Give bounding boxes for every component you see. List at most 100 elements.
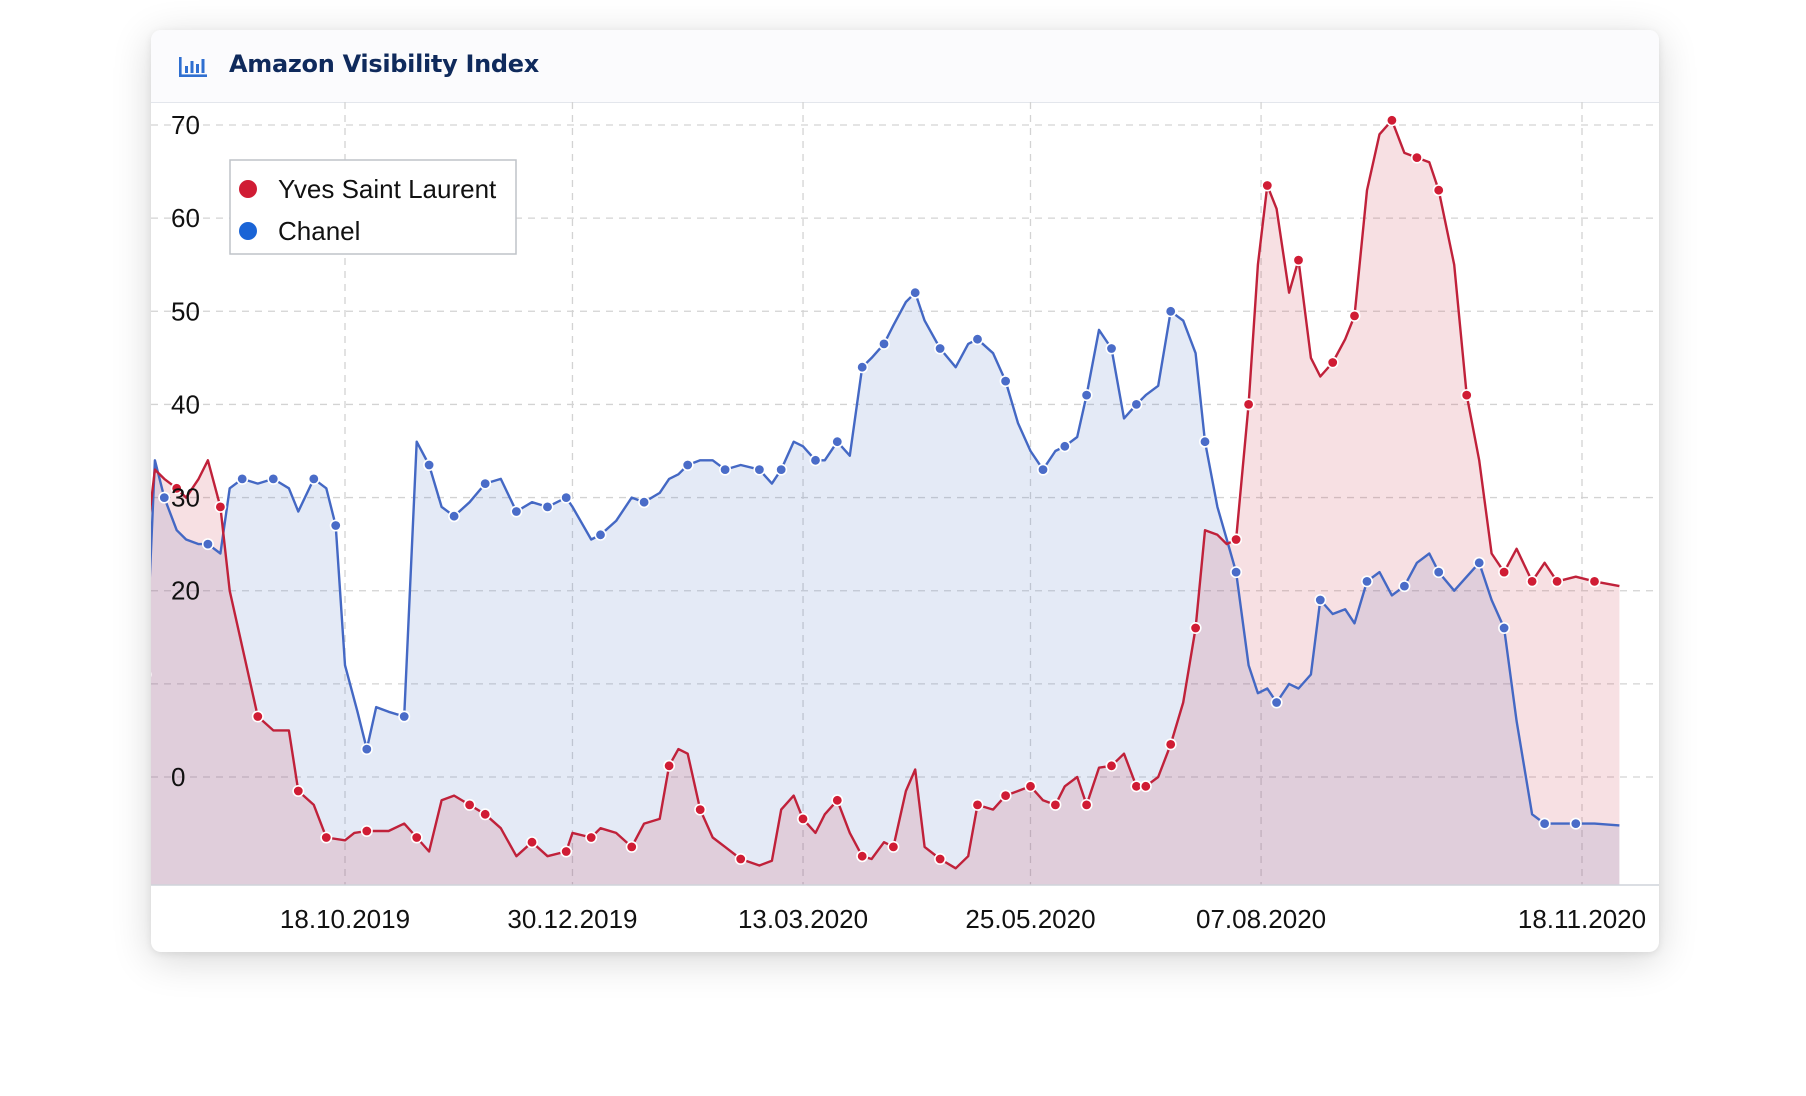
legend-dot-ysl [239,180,257,198]
series-point-ysl [734,852,747,865]
legend-label-chanel: Chanel [278,216,360,246]
series-point-ysl [831,794,844,807]
series-point-chanel [236,472,249,485]
x-tick-label: 07.08.2020 [1196,904,1326,934]
series-point-ysl [1024,780,1037,793]
series-point-ysl [1230,533,1243,546]
series-point-ysl [1551,575,1564,588]
x-tick-label: 25.05.2020 [965,904,1095,934]
series-point-chanel [1230,566,1243,579]
y-axis: 0 20 30 40 50 60 70 [171,110,200,792]
series-point-ysl [585,831,598,844]
series-point-chanel [1538,817,1551,830]
series-area-ysl [151,120,1620,885]
legend-box [229,159,517,255]
series-point-chanel [158,491,171,504]
series-point-chanel [971,333,984,346]
series-point-ysl [694,803,707,816]
series-point-chanel [1199,435,1212,448]
series-point-ysl [1410,151,1423,164]
series-point-ysl [999,789,1012,802]
series-point-chanel [594,528,607,541]
x-tick-label: 13.03.2020 [738,904,868,934]
series-point-chanel [638,496,651,509]
series-point-chanel [423,458,436,471]
series-point-chanel [1058,440,1071,453]
y-tick-label: 70 [171,110,200,140]
series-point-chanel [1105,342,1118,355]
series-point-ysl [1460,389,1473,402]
series-point-ysl [796,812,809,825]
series-point-ysl [625,840,638,853]
series-point-chanel [909,286,922,299]
series-point-ysl [856,850,869,863]
series-point-chanel [1270,696,1283,709]
y-tick-label: 0 [171,762,185,792]
series-point-chanel [753,463,766,476]
series-point-ysl [410,831,423,844]
legend-dot-chanel [239,222,257,240]
series-point-ysl [1189,621,1202,634]
series-point-chanel [398,710,411,723]
series-point-chanel [856,361,869,374]
y-tick-label: 20 [171,576,200,606]
x-tick-label: 30.12.2019 [507,904,637,934]
series-point-ysl [525,836,538,849]
series-point-chanel [448,510,461,523]
series-point-chanel [510,505,523,518]
series-point-ysl [1526,575,1539,588]
series-point-chanel [329,519,342,532]
series-point-ysl [479,808,492,821]
series-point-chanel [267,472,280,485]
series-line-ysl [151,119,1620,870]
series-point-ysl [1326,356,1339,369]
series-point-ysl [1588,575,1601,588]
series-line-chanel [151,291,1620,827]
series-point-ysl [1139,780,1152,793]
series-point-ysl [971,798,984,811]
series-point-ysl [1049,798,1062,811]
series-point-chanel [1432,566,1445,579]
series-point-chanel [1361,575,1374,588]
series-point-chanel [1473,556,1486,569]
y-tick-label: 60 [171,203,200,233]
series-point-ysl [1242,398,1255,411]
series-point-ysl [1080,798,1093,811]
chart-plot: 0 20 30 40 50 60 70 18.10.2019 30.12.2019 13.03.2… [151,102,1659,934]
series-point-chanel [201,538,214,551]
x-axis: 18.10.2019 30.12.2019 13.03.2020 25.05.2020… [280,904,1646,934]
series-point-chanel [307,472,320,485]
series-point-chanel [719,463,732,476]
bar-chart-icon [179,57,207,77]
series-point-chanel [1314,593,1327,606]
series-point-chanel [877,337,890,350]
series-point-ysl [1261,179,1274,192]
series-point-chanel [1036,463,1049,476]
series-point-ysl [1105,759,1118,772]
series-point-chanel [831,435,844,448]
y-tick-label: 30 [171,483,200,513]
series-point-ysl [663,759,676,772]
y-tick-label: 50 [171,296,200,326]
series-point-chanel [999,375,1012,388]
x-tick-label: 18.11.2020 [1518,904,1646,934]
series-point-chanel [1498,621,1511,634]
series-point-chanel [775,463,788,476]
series-point-chanel [809,454,822,467]
series-point-ysl [251,710,264,723]
y-tick-label: 40 [171,389,200,419]
series-point-chanel [360,743,373,756]
chart-title: Amazon Visibility Index [229,50,539,78]
series-point-ysl [292,784,305,797]
series-point-ysl [320,831,333,844]
series-point-ysl [1348,309,1361,322]
series-point-ysl [1292,254,1305,267]
series-point-chanel [1569,817,1582,830]
series-point-ysl [170,482,183,495]
series-point-ysl [887,840,900,853]
series-point-chanel [1164,305,1177,318]
legend: Yves Saint Laurent Chanel [229,159,517,255]
series-point-ysl [1164,738,1177,751]
legend-label-ysl: Yves Saint Laurent [278,174,497,204]
series-layer [151,114,1620,885]
